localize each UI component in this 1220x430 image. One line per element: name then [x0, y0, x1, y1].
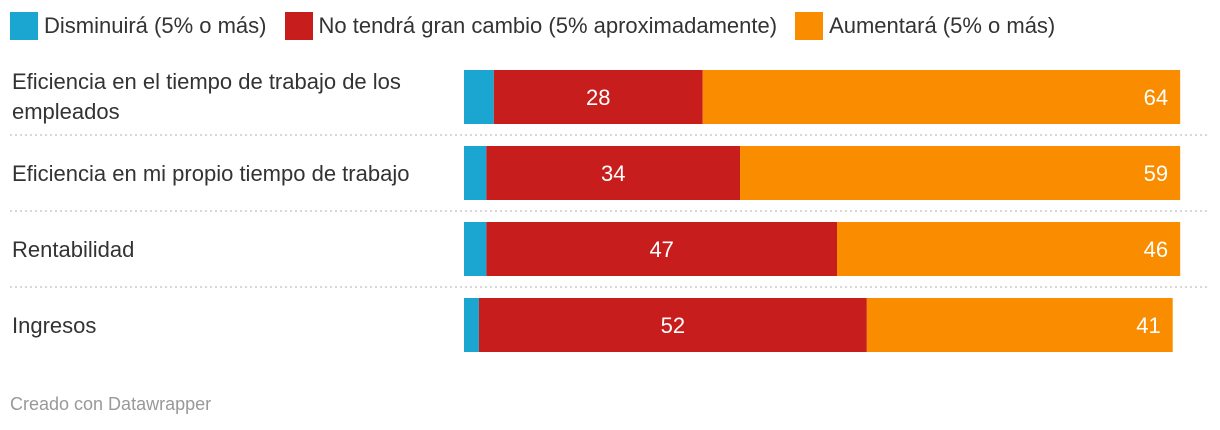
- category-label: Eficiencia en el tiempo de trabajo de lo…: [12, 69, 401, 124]
- legend-swatch: [795, 12, 824, 40]
- legend-swatch: [10, 12, 38, 40]
- bar-row: Rentabilidad 47 46: [10, 222, 1210, 288]
- value-label: 47: [649, 237, 673, 262]
- category-label: Rentabilidad: [12, 237, 134, 262]
- legend-label: No tendrá gran cambio (5% aproximadament…: [318, 13, 778, 38]
- legend-item-1: No tendrá gran cambio (5% aproximadament…: [284, 12, 778, 40]
- legend-item-2: Aumentará (5% o más): [795, 12, 1055, 40]
- value-label: 41: [1136, 313, 1160, 338]
- bar-segment: [478, 298, 867, 352]
- category-label: Ingresos: [12, 313, 96, 338]
- bar-segment: [464, 146, 487, 200]
- bar-segment: [866, 298, 1173, 352]
- legend-label: Disminuirá (5% o más): [44, 13, 267, 38]
- bar-segment: [464, 222, 487, 276]
- legend: Disminuirá (5% o más) No tendrá gran camb…: [10, 10, 1073, 42]
- category-label: Eficiencia en mi propio tiempo de trabaj…: [12, 161, 409, 186]
- bar-row: Ingresos 52 41: [12, 298, 1173, 352]
- value-label: 34: [601, 161, 625, 186]
- value-label: 64: [1144, 85, 1168, 110]
- bar-row: Eficiencia en el tiempo de trabajo de lo…: [10, 69, 1210, 136]
- bar-segment: [464, 70, 494, 124]
- bar-segment: [740, 146, 1181, 200]
- bar-segment: [837, 222, 1181, 276]
- bar-row: Eficiencia en mi propio tiempo de trabaj…: [10, 146, 1210, 212]
- legend-item-0: Disminuirá (5% o más): [10, 12, 267, 40]
- value-label: 46: [1144, 237, 1168, 262]
- value-label: 59: [1144, 161, 1168, 186]
- bar-segment: [464, 298, 479, 352]
- footer-credit: Creado con Datawrapper: [10, 394, 212, 414]
- bar-segment: [486, 146, 741, 200]
- legend-label: Aumentará (5% o más): [829, 13, 1056, 38]
- value-label: 52: [661, 313, 685, 338]
- bar-segment: [486, 222, 837, 276]
- value-label: 28: [586, 85, 610, 110]
- bar-segment: [702, 70, 1181, 124]
- stacked-bar-chart: Eficiencia en el tiempo de trabajo de lo…: [10, 69, 1210, 352]
- legend-swatch: [284, 12, 313, 40]
- bar-segment: [493, 70, 703, 124]
